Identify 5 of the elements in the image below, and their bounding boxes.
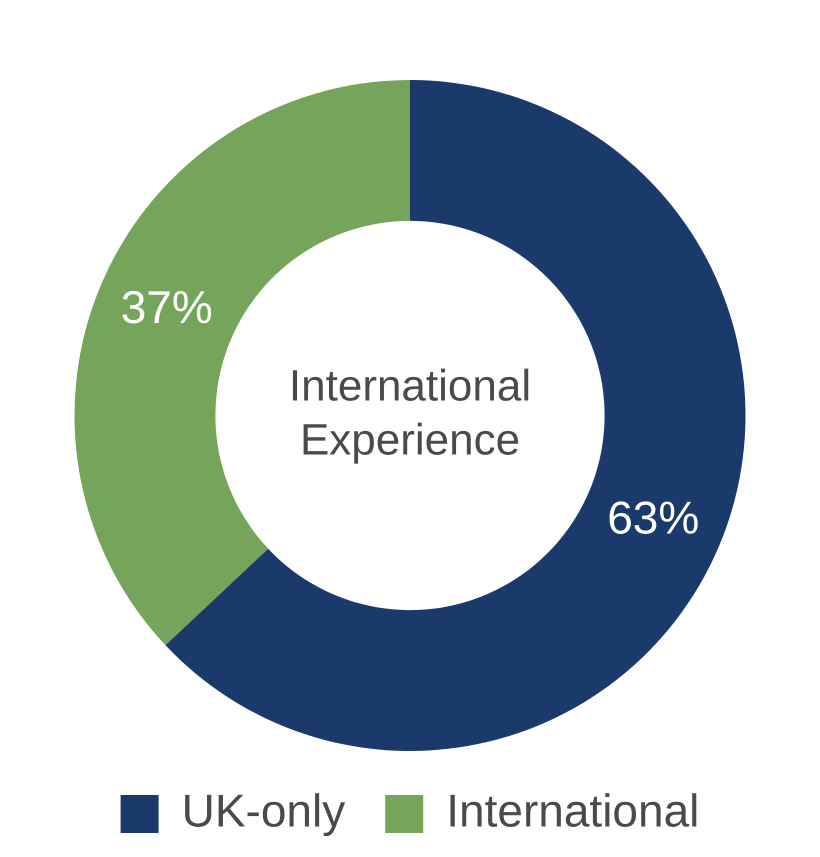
data-label: 37% xyxy=(120,280,213,333)
data-label: 63% xyxy=(607,491,700,544)
text: International Experience xyxy=(288,362,532,465)
legend-label: UK-only xyxy=(182,784,346,837)
legend-label: International xyxy=(446,784,700,837)
